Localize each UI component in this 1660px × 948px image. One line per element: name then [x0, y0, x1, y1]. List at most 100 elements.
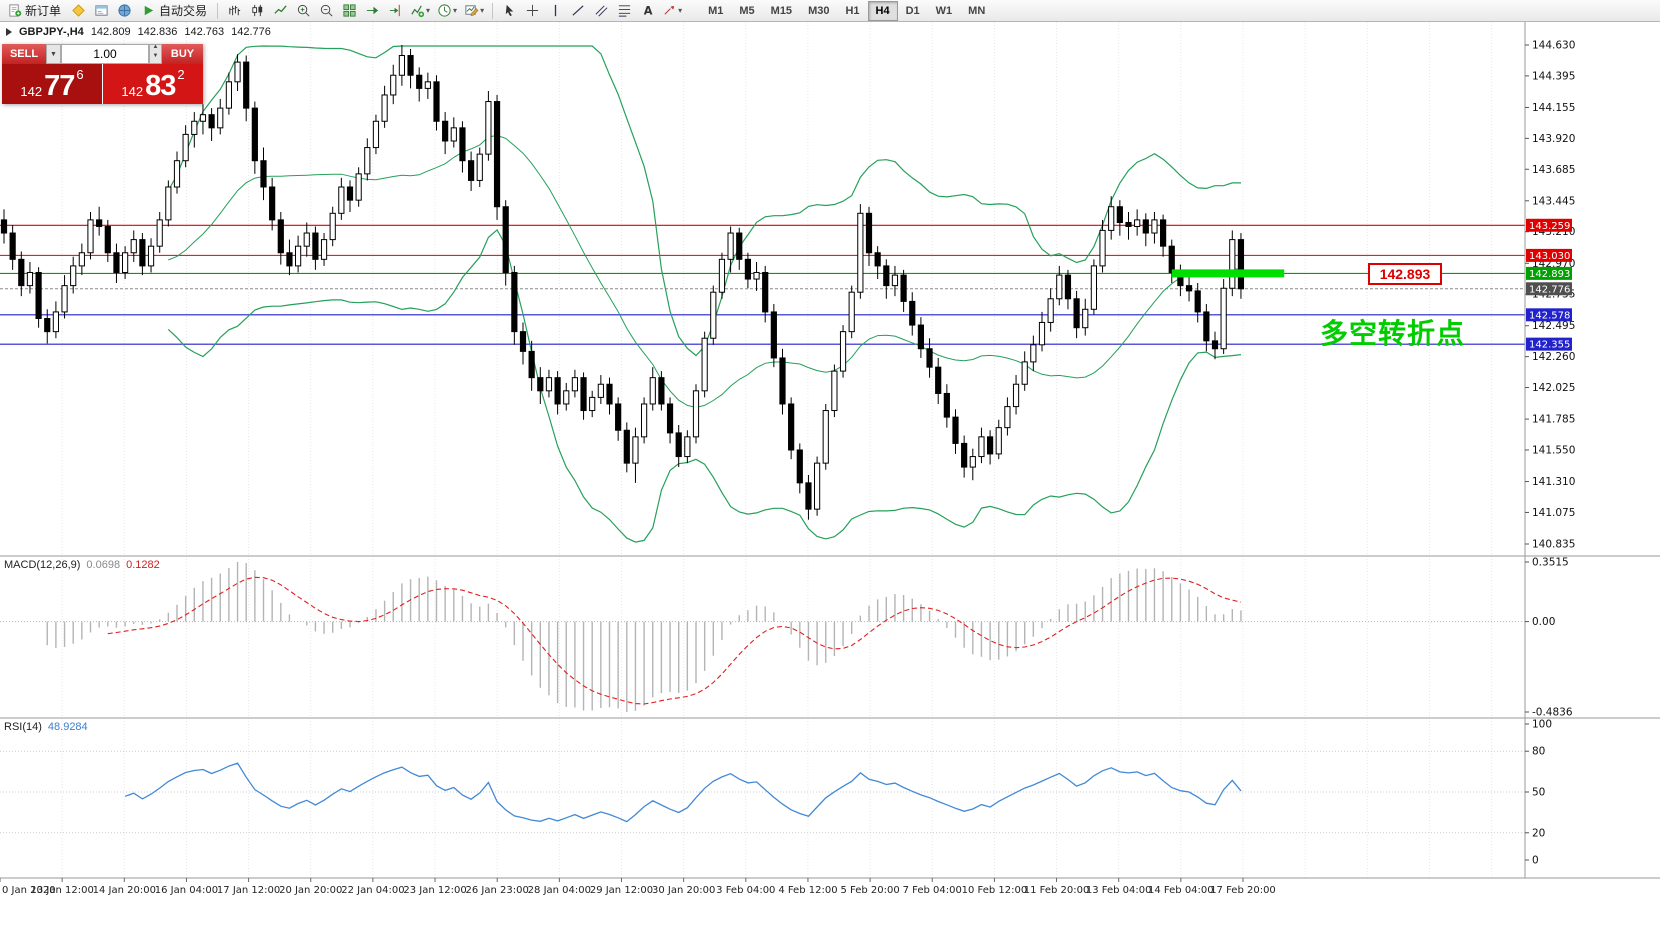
- svg-text:17 Feb 20:00: 17 Feb 20:00: [1210, 885, 1276, 896]
- bars-chart-icon: [227, 3, 242, 18]
- tile-windows-button[interactable]: [338, 1, 360, 21]
- market-watch-button[interactable]: [67, 1, 89, 21]
- chart-shift-button[interactable]: [384, 1, 406, 21]
- terminal-button[interactable]: [113, 1, 135, 21]
- svg-text:141.785: 141.785: [1532, 414, 1575, 426]
- line-chart-icon: [273, 3, 288, 18]
- sell-price[interactable]: 142 77 6: [2, 64, 102, 104]
- svg-text:0: 0: [1532, 855, 1539, 867]
- zoom-in-icon: [296, 3, 311, 18]
- svg-text:30 Jan 20:00: 30 Jan 20:00: [652, 885, 715, 896]
- svg-text:142.495: 142.495: [1532, 320, 1575, 332]
- zoom-in-button[interactable]: [292, 1, 314, 21]
- zoom-out-icon: [319, 3, 334, 18]
- sell-price-base: 142: [20, 84, 43, 99]
- timeframe-m15-button[interactable]: M15: [770, 4, 793, 17]
- timeframe-m30-button[interactable]: M30: [808, 4, 830, 17]
- buy-button[interactable]: BUY: [162, 44, 203, 64]
- trendline-icon: [571, 3, 586, 18]
- auto-scroll-button[interactable]: [361, 1, 383, 21]
- svg-text:141.550: 141.550: [1532, 444, 1575, 456]
- periods-button[interactable]: ▾: [434, 1, 460, 21]
- buy-price-base: 142: [121, 84, 144, 99]
- fibonacci-button[interactable]: [613, 1, 635, 21]
- svg-text:140.835: 140.835: [1532, 539, 1575, 551]
- arrows-tool-button[interactable]: ▾: [659, 1, 685, 21]
- templates-icon: [464, 3, 479, 18]
- auto-scroll-icon: [365, 3, 380, 18]
- volume-dropdown-button[interactable]: ▼: [46, 44, 61, 64]
- volume-input[interactable]: [61, 44, 149, 64]
- indicators-caret-icon: ▾: [426, 6, 431, 15]
- sell-price-pip: 6: [76, 67, 84, 82]
- svg-text:80: 80: [1532, 746, 1545, 758]
- toolbar-separator: [492, 2, 494, 19]
- candlestick-chart-button[interactable]: [246, 1, 268, 21]
- svg-text:-0.4836: -0.4836: [1532, 707, 1573, 719]
- vertical-line-button[interactable]: [544, 1, 566, 21]
- ohlc-open: 142.809: [90, 26, 131, 38]
- timeframe-m5-button[interactable]: M5: [739, 4, 755, 17]
- svg-text:7 Feb 04:00: 7 Feb 04:00: [903, 885, 962, 896]
- svg-text:13 Feb 04:00: 13 Feb 04:00: [1086, 885, 1152, 896]
- templates-button[interactable]: ▾: [461, 1, 487, 21]
- new-order-button[interactable]: 新订单: [2, 1, 66, 21]
- chart-workspace: 144.630 144.395 144.155 143.920 143.685 143.4…: [0, 22, 1660, 948]
- crosshair-icon: [525, 3, 540, 18]
- channel-button[interactable]: [590, 1, 612, 21]
- timeframe-mn-button[interactable]: MN: [968, 4, 986, 17]
- svg-text:100: 100: [1532, 719, 1552, 731]
- svg-text:0.3515: 0.3515: [1532, 557, 1569, 569]
- price-chart-canvas[interactable]: 144.630 144.395 144.155 143.920 143.685 143.4…: [0, 22, 1660, 948]
- one-click-trading-panel: SELL ▼ ▲▼ BUY 142 77 6 142 83 2: [2, 44, 203, 104]
- cursor-icon: [502, 3, 517, 18]
- candlestick-chart-icon: [250, 3, 265, 18]
- indicators-button[interactable]: ▾: [407, 1, 433, 21]
- bars-chart-button[interactable]: [223, 1, 245, 21]
- text-tool-button[interactable]: A: [636, 1, 658, 21]
- buy-price[interactable]: 142 83 2: [103, 64, 203, 104]
- terminal-icon: [117, 3, 132, 18]
- timeframe-m1-button[interactable]: M1: [708, 4, 724, 17]
- crosshair-button[interactable]: [521, 1, 543, 21]
- volume-stepper[interactable]: ▲ ▼: [149, 44, 162, 64]
- price-annotation-box[interactable]: 142.893: [1368, 263, 1442, 285]
- svg-text:142.776: 142.776: [1529, 284, 1570, 295]
- svg-text:142.260: 142.260: [1532, 351, 1575, 363]
- svg-text:0 Jan 2020: 0 Jan 2020: [2, 885, 56, 896]
- toolbar-separator: [217, 2, 219, 19]
- new-order-label: 新订单: [25, 4, 62, 18]
- timeframe-h1-button[interactable]: H1: [845, 4, 860, 17]
- timeframe-h4-button[interactable]: H4: [867, 0, 898, 21]
- svg-text:141.075: 141.075: [1532, 507, 1575, 519]
- line-chart-button[interactable]: [269, 1, 291, 21]
- svg-text:144.395: 144.395: [1532, 70, 1575, 82]
- trendline-button[interactable]: [567, 1, 589, 21]
- ohlc-close: 142.776: [231, 26, 271, 38]
- volume-down-icon[interactable]: ▼: [152, 53, 159, 59]
- sell-button[interactable]: SELL: [2, 44, 46, 64]
- svg-text:20: 20: [1532, 827, 1545, 839]
- toolbar: 新订单 自动交易 ▾ ▾ ▾ A ▾ M1 M5 M15 M30 H1 H4 D1 W1 MN: [0, 0, 1660, 22]
- svg-text:4 Feb 12:00: 4 Feb 12:00: [778, 885, 837, 896]
- fibonacci-icon: [617, 3, 632, 18]
- svg-text:13 Jan 12:00: 13 Jan 12:00: [30, 885, 93, 896]
- svg-text:29 Jan 12:00: 29 Jan 12:00: [590, 885, 653, 896]
- svg-text:17 Jan 12:00: 17 Jan 12:00: [217, 885, 280, 896]
- autotrade-label: 自动交易: [159, 4, 208, 18]
- timeframe-w1-button[interactable]: W1: [935, 4, 953, 17]
- svg-text:142.578: 142.578: [1529, 310, 1570, 321]
- autotrade-button[interactable]: 自动交易: [136, 1, 212, 21]
- zoom-out-button[interactable]: [315, 1, 337, 21]
- svg-text:23 Jan 12:00: 23 Jan 12:00: [403, 885, 466, 896]
- svg-text:14 Jan 20:00: 14 Jan 20:00: [93, 885, 156, 896]
- chart-shift-icon: [388, 3, 403, 18]
- svg-text:142.025: 142.025: [1532, 382, 1575, 394]
- svg-text:10 Feb 12:00: 10 Feb 12:00: [962, 885, 1028, 896]
- timeframe-d1-button[interactable]: D1: [905, 4, 920, 17]
- svg-text:16 Jan 04:00: 16 Jan 04:00: [155, 885, 218, 896]
- cursor-button[interactable]: [498, 1, 520, 21]
- volume-up-icon[interactable]: ▲: [152, 44, 159, 50]
- navigator-button[interactable]: [90, 1, 112, 21]
